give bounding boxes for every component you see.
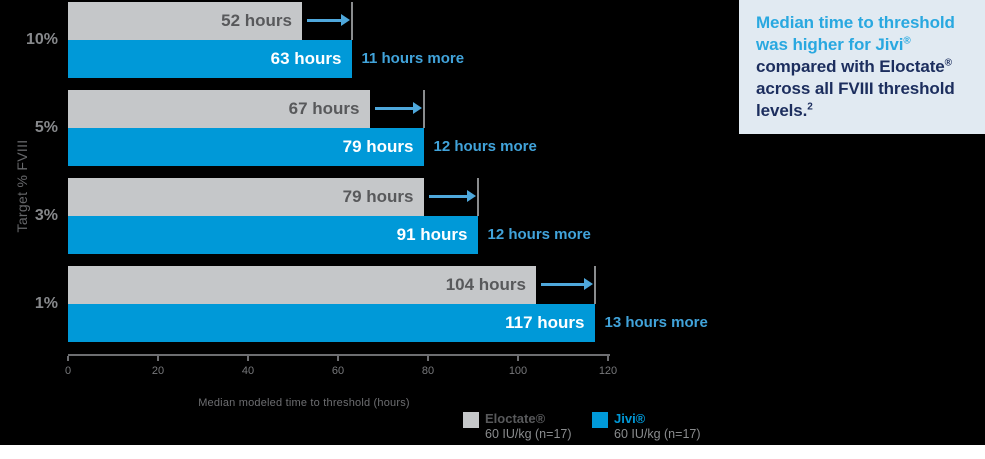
- threshold-line: [422, 90, 425, 128]
- bar-value-label: 117 hours: [505, 313, 585, 332]
- axis-tick: [337, 356, 339, 361]
- legend-label-jivi: Jivi®: [614, 411, 646, 426]
- jivi-swatch-icon: [592, 412, 608, 428]
- chart-canvas: Target % FVIII 10% 52 hours 63 hours 11 hou…: [0, 0, 985, 445]
- category-label: 5%: [34, 119, 58, 136]
- tick-label: 80: [421, 365, 435, 377]
- increase-arrow-line: [541, 283, 584, 286]
- increase-arrow-head-icon: [412, 102, 422, 114]
- tick-label: 120: [598, 365, 618, 377]
- bar-value-label: 79 hours: [342, 137, 414, 156]
- callout-body-a-sup: ®: [944, 57, 952, 69]
- plot-area: 10% 52 hours 63 hours 11 hours more 5% 67 hou…: [25, 2, 708, 377]
- tick-label: 0: [64, 365, 72, 377]
- bar-eloctate: 104 hours: [68, 266, 536, 304]
- tick-label: 40: [241, 365, 255, 377]
- threshold-line: [350, 2, 353, 40]
- bar-jivi: 91 hours: [68, 216, 478, 254]
- legend-entry-eloctate: Eloctate® 60 IU/kg (n=17): [463, 411, 572, 442]
- increase-arrow-head-icon: [340, 14, 350, 26]
- bar-value-label: 104 hours: [445, 275, 526, 294]
- tick-label: 100: [508, 365, 528, 377]
- increase-arrow-head-icon: [583, 278, 593, 290]
- bar-jivi: 63 hours: [68, 40, 352, 78]
- bar-value-label: 67 hours: [288, 99, 360, 118]
- axis-tick: [427, 356, 429, 361]
- callout-highlight-sup: ®: [903, 35, 911, 47]
- tick-label: 20: [151, 365, 165, 377]
- callout-reference-sup: 2: [807, 101, 813, 113]
- difference-label: 13 hours more: [604, 314, 708, 331]
- difference-label: 12 hours more: [433, 138, 537, 155]
- axis-tick: [517, 356, 519, 361]
- legend-entry-jivi: Jivi® 60 IU/kg (n=17): [592, 411, 701, 442]
- callout-body-a: compared with Eloctate: [756, 57, 945, 76]
- legend-label-eloctate: Eloctate®: [485, 411, 546, 426]
- threshold-line: [593, 266, 596, 304]
- bar-value-label: 79 hours: [342, 187, 414, 206]
- x-axis-title: Median modeled time to threshold (hours): [198, 397, 410, 409]
- category-label: 1%: [34, 295, 58, 312]
- increase-arrow-line: [307, 19, 341, 22]
- bar-eloctate: 79 hours: [68, 178, 424, 216]
- axis-tick: [157, 356, 159, 361]
- callout-body-b: across all FVIII threshold levels.: [756, 79, 955, 120]
- eloctate-swatch-icon: [463, 412, 479, 428]
- bar-jivi: 79 hours: [68, 128, 424, 166]
- increase-arrow-line: [374, 107, 413, 110]
- difference-label: 11 hours more: [361, 50, 465, 67]
- callout-text: Median time to threshold was higher for …: [756, 12, 972, 122]
- callout-panel: Median time to threshold was higher for …: [739, 0, 985, 134]
- bar-jivi: 117 hours: [68, 304, 595, 342]
- bar-value-label: 52 hours: [221, 11, 292, 30]
- axis-tick: [247, 356, 249, 361]
- bar-eloctate: 52 hours: [68, 2, 302, 40]
- callout-highlight: Median time to threshold was higher for …: [756, 13, 955, 54]
- bar-value-label: 91 hours: [396, 225, 468, 244]
- increase-arrow-head-icon: [466, 190, 476, 202]
- increase-arrow-line: [428, 195, 467, 198]
- category-label: 10%: [25, 31, 58, 48]
- bar-value-label: 63 hours: [270, 49, 342, 68]
- axis-tick: [607, 356, 609, 361]
- tick-label: 60: [331, 365, 345, 377]
- legend-dose-jivi: 60 IU/kg (n=17): [614, 427, 701, 441]
- legend-dose-eloctate: 60 IU/kg (n=17): [485, 427, 572, 441]
- x-axis-line: [68, 354, 610, 356]
- threshold-line: [476, 178, 479, 216]
- axis-tick: [67, 356, 69, 361]
- bar-eloctate: 67 hours: [68, 90, 370, 128]
- category-label: 3%: [34, 207, 58, 224]
- difference-label: 12 hours more: [487, 226, 591, 243]
